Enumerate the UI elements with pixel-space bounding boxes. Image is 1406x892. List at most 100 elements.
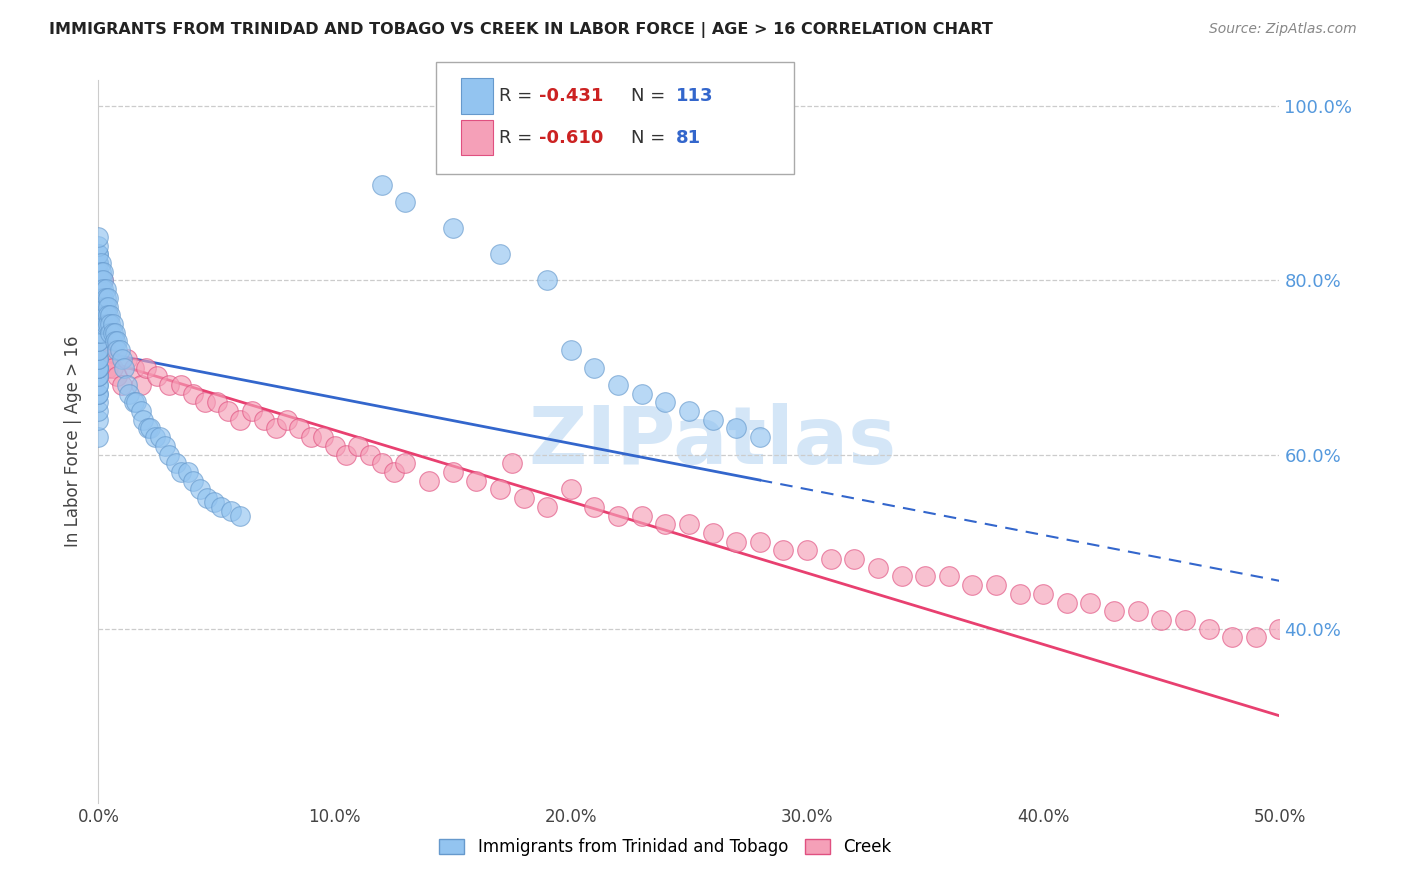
Point — [890, 569, 912, 583]
Point — [105, 369, 128, 384]
Point — [87, 351, 110, 366]
Text: 113: 113 — [676, 87, 714, 105]
Point — [87, 413, 110, 427]
Point — [97, 291, 120, 305]
Point — [87, 395, 110, 409]
Point — [323, 439, 346, 453]
Text: R =: R = — [499, 128, 538, 146]
Point — [87, 247, 110, 261]
Point — [94, 343, 117, 358]
Text: N =: N = — [631, 87, 671, 105]
Point — [87, 360, 110, 375]
Point — [94, 308, 117, 322]
Point — [101, 360, 124, 375]
Point — [91, 300, 114, 314]
Point — [394, 456, 416, 470]
Point — [122, 360, 145, 375]
Point — [87, 291, 110, 305]
Point — [1032, 587, 1054, 601]
Point — [87, 308, 110, 322]
Point — [501, 456, 523, 470]
Point — [97, 317, 120, 331]
Point — [253, 413, 276, 427]
Point — [97, 360, 120, 375]
Point — [115, 351, 138, 366]
Point — [288, 421, 311, 435]
Point — [938, 569, 960, 583]
Point — [177, 465, 200, 479]
Point — [87, 230, 110, 244]
Point — [229, 508, 252, 523]
Point — [104, 326, 127, 340]
Point — [94, 291, 117, 305]
Point — [654, 395, 676, 409]
Point — [87, 343, 110, 358]
Point — [94, 317, 117, 331]
Point — [170, 465, 193, 479]
Point — [87, 256, 110, 270]
Point — [90, 265, 112, 279]
Point — [181, 474, 204, 488]
Point — [844, 552, 866, 566]
Point — [87, 343, 110, 358]
Point — [276, 413, 298, 427]
Point — [87, 351, 110, 366]
Point — [90, 317, 112, 331]
Point — [122, 395, 145, 409]
Point — [87, 430, 110, 444]
Point — [418, 474, 440, 488]
Point — [87, 265, 110, 279]
Point — [465, 474, 488, 488]
Text: R =: R = — [499, 87, 538, 105]
Text: ZIPatlas: ZIPatlas — [529, 402, 897, 481]
Point — [112, 360, 135, 375]
Point — [607, 378, 630, 392]
Point — [157, 448, 180, 462]
Point — [87, 282, 110, 296]
Point — [105, 343, 128, 358]
Point — [87, 378, 110, 392]
Point — [87, 360, 110, 375]
Point — [188, 483, 211, 497]
Point — [217, 404, 239, 418]
Point — [1292, 639, 1315, 653]
Point — [195, 491, 218, 505]
Point — [87, 326, 110, 340]
Point — [87, 360, 110, 375]
Point — [583, 360, 606, 375]
Point — [607, 508, 630, 523]
Point — [630, 386, 652, 401]
Point — [1198, 622, 1220, 636]
Point — [87, 334, 110, 349]
Point — [91, 308, 114, 322]
Point — [87, 308, 110, 322]
Point — [90, 343, 112, 358]
Point — [1316, 648, 1339, 662]
Point — [866, 561, 889, 575]
Point — [748, 430, 770, 444]
Point — [1080, 596, 1102, 610]
Text: 81: 81 — [676, 128, 702, 146]
Point — [135, 360, 157, 375]
Point — [132, 413, 155, 427]
Point — [143, 430, 166, 444]
Point — [209, 500, 232, 514]
Point — [90, 256, 112, 270]
Point — [87, 351, 110, 366]
Point — [90, 317, 112, 331]
Point — [129, 404, 152, 418]
Point — [87, 404, 110, 418]
Point — [984, 578, 1007, 592]
Point — [371, 456, 394, 470]
Point — [101, 326, 124, 340]
Point — [1126, 604, 1149, 618]
Point — [87, 360, 110, 375]
Point — [796, 543, 818, 558]
Point — [94, 282, 117, 296]
Point — [87, 300, 110, 314]
Point — [157, 378, 180, 392]
Text: -0.610: -0.610 — [540, 128, 603, 146]
Point — [91, 273, 114, 287]
Point — [91, 334, 114, 349]
Point — [1268, 622, 1291, 636]
